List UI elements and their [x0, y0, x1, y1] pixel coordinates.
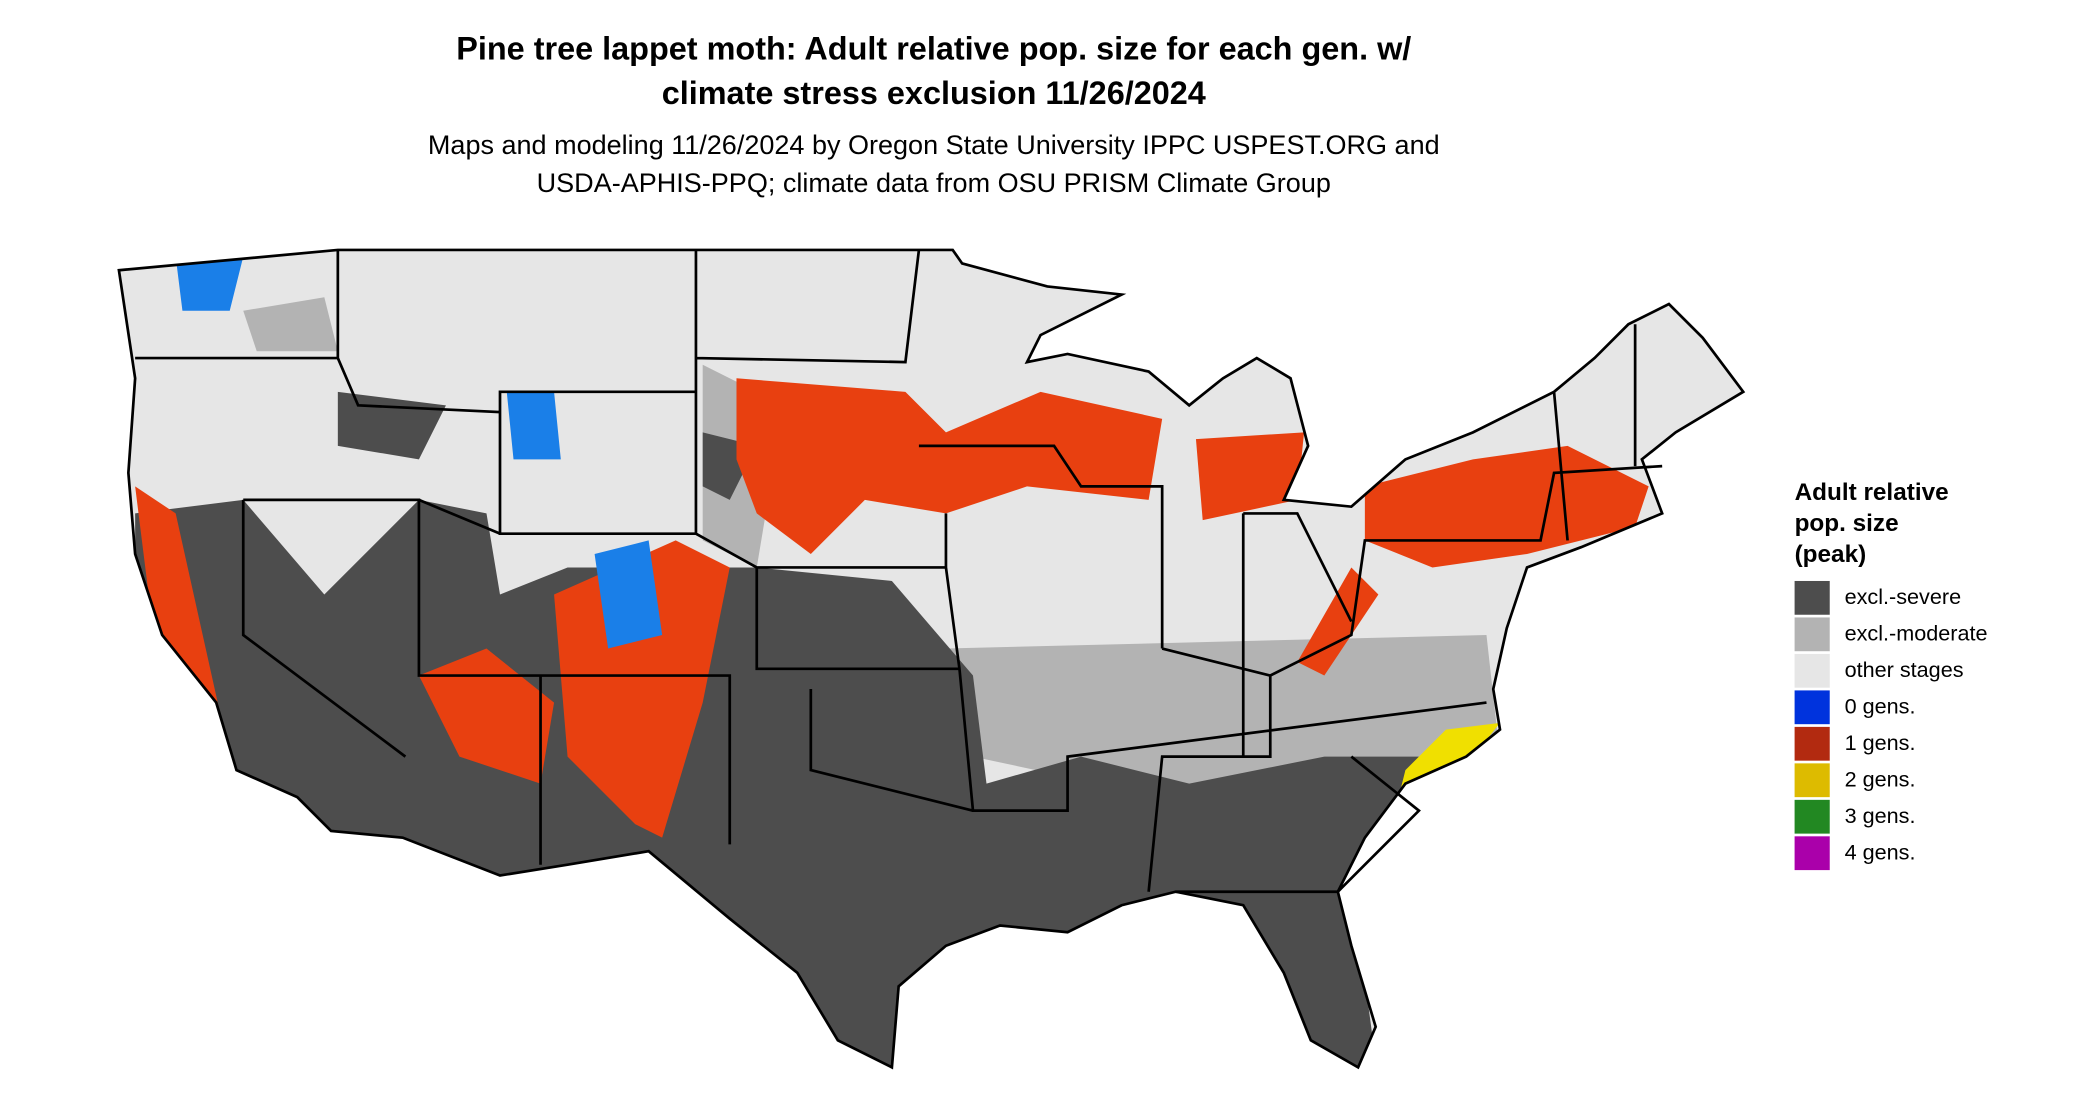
legend-swatch: [1794, 763, 1830, 798]
title-line: Pine tree lappet moth: Adult relative po…: [456, 30, 1411, 66]
legend-swatch: [1794, 653, 1830, 688]
legend-swatch: [1794, 836, 1830, 871]
state-borders: [117, 248, 1745, 1069]
zone-zero-gen: [175, 256, 663, 649]
map: [117, 248, 1745, 1069]
legend-label: 1 gens.: [1845, 730, 1916, 755]
legend-label: 4 gens.: [1845, 840, 1916, 865]
legend-label: 2 gens.: [1845, 767, 1916, 792]
subtitle-line: USDA-APHIS-PPQ; climate data from OSU PR…: [537, 168, 1331, 198]
legend-title: Adult relative: [1795, 479, 1949, 506]
legend-label: excl.-moderate: [1845, 621, 1988, 646]
zone-one-gen: [135, 378, 1649, 838]
legend-swatch: [1794, 617, 1830, 652]
legend-label: 3 gens.: [1845, 803, 1916, 828]
legend-label: excl.-severe: [1845, 584, 1962, 609]
legend-title: pop. size: [1795, 510, 1899, 537]
legend-label: 0 gens.: [1845, 694, 1916, 719]
legend-label: other stages: [1845, 657, 1964, 682]
legend: Adult relative pop. size (peak) excl.-se…: [1794, 479, 1988, 871]
legend-swatch: [1794, 690, 1830, 725]
legend-title: (peak): [1795, 541, 1867, 568]
legend-swatch: [1794, 726, 1830, 761]
subtitle-line: Maps and modeling 11/26/2024 by Oregon S…: [428, 130, 1440, 160]
legend-swatch: [1794, 580, 1830, 615]
zone-moderate: [243, 297, 1500, 798]
legend-swatch: [1794, 799, 1830, 834]
zone-two-gen: [1398, 722, 1500, 798]
title-line: climate stress exclusion 11/26/2024: [662, 75, 1206, 111]
